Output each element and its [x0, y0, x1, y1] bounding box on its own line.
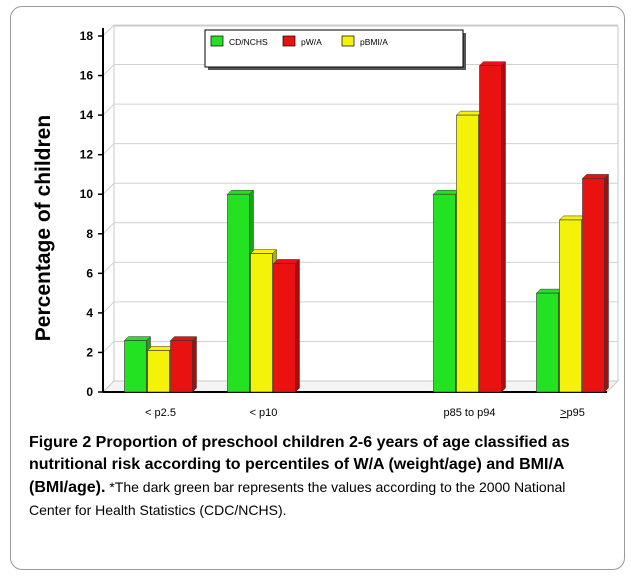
bar-top — [123, 336, 152, 341]
bar — [170, 340, 193, 393]
bar — [433, 193, 456, 393]
bars — [123, 61, 610, 393]
bar — [273, 263, 296, 393]
bar-chart: 0 2 4 6 8 10 12 14 16 18 < p2.5 < p10 p85 to p94 >p95… — [32, 24, 620, 419]
y-tick-label: 18 — [80, 29, 94, 43]
tick-labels: 0 2 4 6 8 10 12 14 16 18 < p2.5 < p10 p85 to p94 >p95 — [80, 29, 585, 419]
figure-caption: Figure 2 Proportion of preschool childre… — [29, 432, 609, 522]
bar-side — [192, 335, 197, 393]
bar — [479, 65, 502, 393]
bar-top — [226, 189, 255, 195]
caption-title-end: . — [101, 479, 106, 496]
bar-top — [455, 110, 484, 116]
legend-label: CD/NCHS — [229, 37, 268, 47]
bar-top — [249, 249, 278, 254]
bar-top — [478, 61, 507, 66]
figure-frame — [10, 6, 625, 570]
y-tick-label: 6 — [86, 266, 93, 280]
bar — [227, 193, 250, 393]
gridline-depth — [102, 261, 115, 274]
gridline-depth — [102, 301, 115, 314]
y-tick-label: 10 — [80, 187, 94, 201]
caption-title: Figure 2 Proportion of preschool childre… — [29, 434, 570, 496]
bar — [147, 350, 170, 393]
bar-side — [604, 173, 609, 393]
gridline-depth — [102, 64, 115, 76]
legend-label: pW/A — [301, 37, 322, 47]
legend-swatch — [282, 35, 296, 47]
legend-swatch — [341, 35, 355, 47]
y-tick-label: 12 — [80, 148, 94, 162]
y-axis-label: Percentage of children — [32, 115, 55, 341]
bar-side — [295, 258, 300, 393]
legend-box — [204, 29, 464, 68]
y-tick-label: 14 — [80, 108, 94, 122]
bar-top — [558, 215, 587, 221]
x-tick-label: < p10 — [250, 407, 278, 419]
y-tick-label: 2 — [86, 345, 93, 359]
bar-top — [535, 288, 564, 294]
bar-top — [272, 259, 301, 264]
gridline-depth — [102, 341, 115, 353]
bar-side — [501, 61, 506, 393]
bar — [559, 219, 582, 393]
y-tick-label: 0 — [86, 385, 93, 399]
y-tick-label: 4 — [86, 306, 93, 320]
bar — [456, 114, 479, 393]
gridline-depth — [102, 143, 115, 156]
bar — [536, 292, 559, 393]
x-tick-label: p85 to p94 — [444, 407, 496, 419]
bar-top — [146, 346, 175, 351]
legend-swatch — [210, 35, 224, 47]
gridline-depth — [102, 182, 115, 195]
gridline-depth — [102, 222, 115, 235]
caption-note: *The dark green bar represents the value… — [29, 479, 566, 518]
x-tick-label: < p2.5 — [145, 407, 176, 419]
x-tick-label: >p95 — [560, 407, 585, 419]
legend: CD/NCHS pW/A pBMI/A — [204, 29, 466, 70]
gridline-depth — [102, 24, 115, 37]
bar — [124, 340, 147, 393]
bar-top — [169, 336, 198, 341]
bar-top — [581, 174, 610, 179]
bar — [250, 253, 273, 393]
bar — [582, 178, 605, 393]
gridline-depth — [102, 103, 115, 116]
y-tick-label: 8 — [86, 227, 93, 241]
bar-top — [432, 189, 461, 195]
legend-label: pBMI/A — [360, 37, 388, 47]
y-tick-label: 16 — [80, 69, 94, 83]
